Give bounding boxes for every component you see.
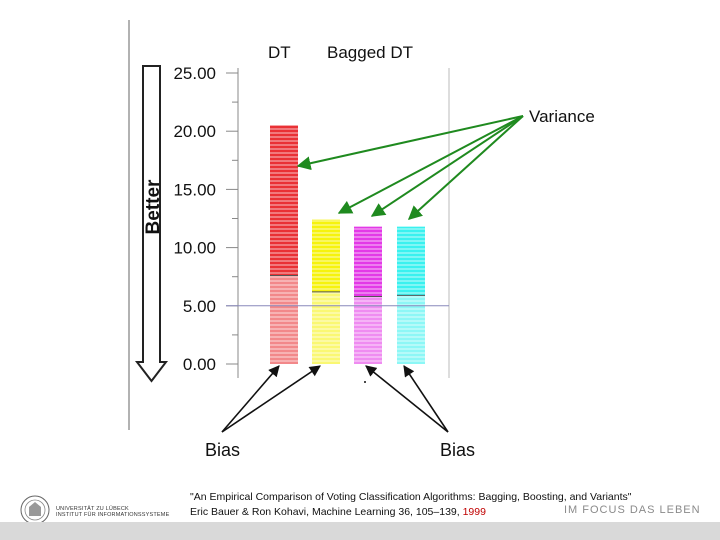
footer-bar [0,522,720,540]
bar-hatching-2 [354,296,382,364]
bar-hatching-1 [312,291,340,364]
variance-arrow-3 [370,115,524,217]
university-line2: INSTITUT FÜR INFORMATIONSSYSTEME [56,512,170,518]
citation-authors-text: Eric Bauer & Ron Kohavi, Machine Learnin… [190,506,463,518]
bias-arrow-right-2 [403,365,449,433]
bias-arrows [221,365,449,433]
bar-hatching-3 [397,226,425,296]
y-tick-label: 25.00 [173,64,216,83]
y-axis-ticks: 0.00 5.00 10.00 15.00 20.00 25.00 [173,64,238,374]
bar-hatching-3 [397,295,425,364]
citation-year: 1999 [462,506,486,518]
bias-arrow-right-1 [365,365,449,433]
variance-arrows [296,115,524,220]
dot-mark [364,381,366,383]
bar-hatching-0 [270,275,298,364]
citation: "An Empirical Comparison of Voting Class… [190,490,631,520]
bar-hatching-2 [354,226,382,297]
y-tick-label: 5.00 [183,297,216,316]
variance-label: Variance [529,107,595,126]
legend-bagged-dt: Bagged DT [327,43,413,62]
bias-arrow-left-2 [221,365,321,433]
legend-dt: DT [268,43,291,62]
y-tick-label: 0.00 [183,355,216,374]
bars-group [270,125,425,364]
better-label: Better [143,179,164,235]
y-tick-label: 15.00 [173,180,216,199]
variance-arrow-2 [337,115,524,214]
bias-arrow-left-1 [221,365,280,433]
university-name: UNIVERSITÄT ZU LÜBECK INSTITUT FÜR INFOR… [56,506,169,518]
better-arrow [134,65,169,383]
bar-hatching-1 [312,219,340,292]
citation-authors: Eric Bauer & Ron Kohavi, Machine Learnin… [190,505,631,520]
university-seal-icon [20,495,50,525]
bias-label-left: Bias [205,440,241,460]
slogan: IM FOCUS DAS LEBEN [564,504,701,516]
citation-title: "An Empirical Comparison of Voting Class… [190,491,632,503]
y-tick-label: 10.00 [173,239,216,258]
bar-hatching-0 [270,125,298,276]
y-tick-label: 20.00 [173,122,216,141]
variance-arrow-1 [296,115,524,171]
variance-arrow-4 [407,115,524,220]
university-line1: UNIVERSITÄT ZU LÜBECK [56,506,129,512]
bias-label-right: Bias [440,440,476,460]
